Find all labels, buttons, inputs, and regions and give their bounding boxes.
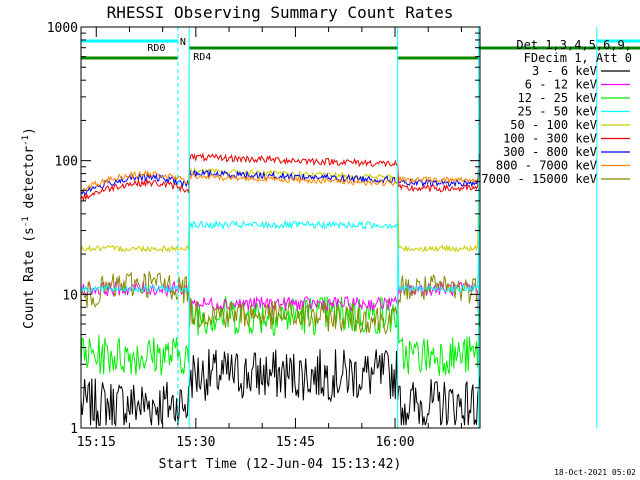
legend-label-6: 100 - 300 keV bbox=[503, 132, 597, 146]
y-axis-label-mid: detector bbox=[22, 146, 37, 217]
legend-label-1: 3 - 6 keV bbox=[532, 64, 597, 78]
rd4-label: RD4 bbox=[193, 52, 211, 63]
y-axis-label: Count Rate (s-1 detector-1) bbox=[21, 127, 37, 329]
series-line-9 bbox=[80, 271, 481, 349]
legend-label-2: 6 - 12 keV bbox=[525, 78, 597, 92]
plot-frame bbox=[80, 26, 481, 429]
y-axis-label-end: ) bbox=[22, 127, 37, 135]
series-line-4 bbox=[80, 219, 481, 295]
chart-title: RHESSI Observing Summary Count Rates bbox=[107, 3, 454, 22]
x-tick-label: 15:15 bbox=[77, 435, 116, 450]
legend-label-3: 12 - 25 keV bbox=[518, 91, 597, 105]
y-axis-label-main: Count Rate (s bbox=[22, 227, 37, 329]
y-tick-label: 100 bbox=[55, 155, 78, 170]
x-axis-label: Start Time (12-Jun-04 15:13:42) bbox=[159, 457, 402, 472]
series-line-8 bbox=[80, 169, 481, 193]
legend-header-fdecim: FDecim 1, Att 0 bbox=[524, 51, 632, 65]
rd0-label: RD0 bbox=[147, 43, 165, 54]
legend: Det 1,3,4,5,6,9, FDecim 1, Att 0 3 - 6 k… bbox=[481, 38, 632, 186]
axis-layer: 1 10 100 1000 15:15 15:30 15:45 16:00 bbox=[47, 21, 480, 450]
legend-label-9: 7000 - 15000 keV bbox=[481, 172, 597, 186]
night-label: N bbox=[180, 37, 186, 48]
x-tick-label: 15:30 bbox=[176, 435, 215, 450]
footer-date: 18-Oct-2021 05:02 bbox=[554, 468, 636, 477]
series-layer bbox=[80, 152, 481, 428]
legend-label-5: 50 - 100 keV bbox=[510, 118, 597, 132]
y-tick-label: 10 bbox=[62, 288, 78, 303]
legend-header-detectors: Det 1,3,4,5,6,9, bbox=[516, 38, 632, 52]
legend-label-4: 25 - 50 keV bbox=[518, 105, 597, 119]
y-axis-label-sup2: -1 bbox=[21, 135, 31, 146]
legend-label-8: 800 - 7000 keV bbox=[496, 159, 597, 173]
x-tick-label: 15:45 bbox=[276, 435, 315, 450]
legend-label-7: 300 - 800 keV bbox=[503, 145, 597, 159]
y-axis-label-sup1: -1 bbox=[21, 216, 31, 227]
x-tick-label: 16:00 bbox=[375, 435, 414, 450]
y-tick-label: 1 bbox=[70, 422, 78, 437]
y-tick-label: 1000 bbox=[47, 21, 78, 36]
